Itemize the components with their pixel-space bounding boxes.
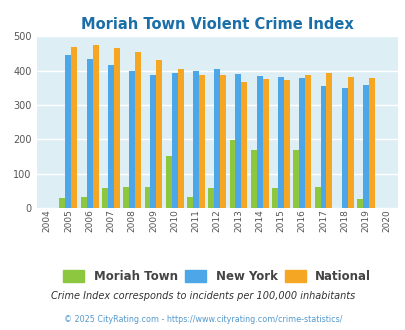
Bar <box>235 74 241 208</box>
Bar <box>241 82 247 208</box>
Bar <box>214 69 220 208</box>
Bar <box>277 77 283 208</box>
Bar <box>283 80 289 208</box>
Bar <box>150 75 156 208</box>
Bar <box>314 187 320 208</box>
Bar <box>114 48 119 208</box>
Bar <box>123 187 129 208</box>
Bar <box>144 187 150 208</box>
Bar <box>256 76 262 208</box>
Bar <box>250 149 256 208</box>
Bar <box>60 198 65 208</box>
Text: Crime Index corresponds to incidents per 100,000 inhabitants: Crime Index corresponds to incidents per… <box>51 291 354 301</box>
Title: Moriah Town Violent Crime Index: Moriah Town Violent Crime Index <box>81 17 353 32</box>
Bar <box>347 78 353 208</box>
Bar <box>368 78 374 208</box>
Bar <box>102 188 108 208</box>
Bar <box>65 55 71 208</box>
Bar <box>135 52 141 208</box>
Bar <box>341 88 347 208</box>
Bar <box>198 75 205 208</box>
Bar <box>177 69 183 208</box>
Text: © 2025 CityRating.com - https://www.cityrating.com/crime-statistics/: © 2025 CityRating.com - https://www.city… <box>64 315 341 324</box>
Bar <box>292 149 298 208</box>
Bar <box>192 71 198 208</box>
Bar <box>108 65 114 208</box>
Bar <box>229 140 235 208</box>
Bar <box>171 73 177 208</box>
Bar <box>320 86 326 208</box>
Bar <box>305 76 310 208</box>
Bar <box>92 45 98 208</box>
Bar <box>271 188 277 208</box>
Bar <box>87 59 92 208</box>
Bar <box>326 73 332 208</box>
Bar <box>71 47 77 208</box>
Bar <box>298 78 305 208</box>
Bar <box>262 79 268 208</box>
Bar <box>362 85 368 208</box>
Bar <box>165 156 171 208</box>
Bar <box>356 199 362 208</box>
Bar <box>220 75 226 208</box>
Bar <box>187 197 192 208</box>
Bar <box>129 71 135 208</box>
Legend: Moriah Town, New York, National: Moriah Town, New York, National <box>58 265 375 288</box>
Bar <box>81 197 87 208</box>
Bar <box>156 60 162 208</box>
Bar <box>208 188 214 208</box>
